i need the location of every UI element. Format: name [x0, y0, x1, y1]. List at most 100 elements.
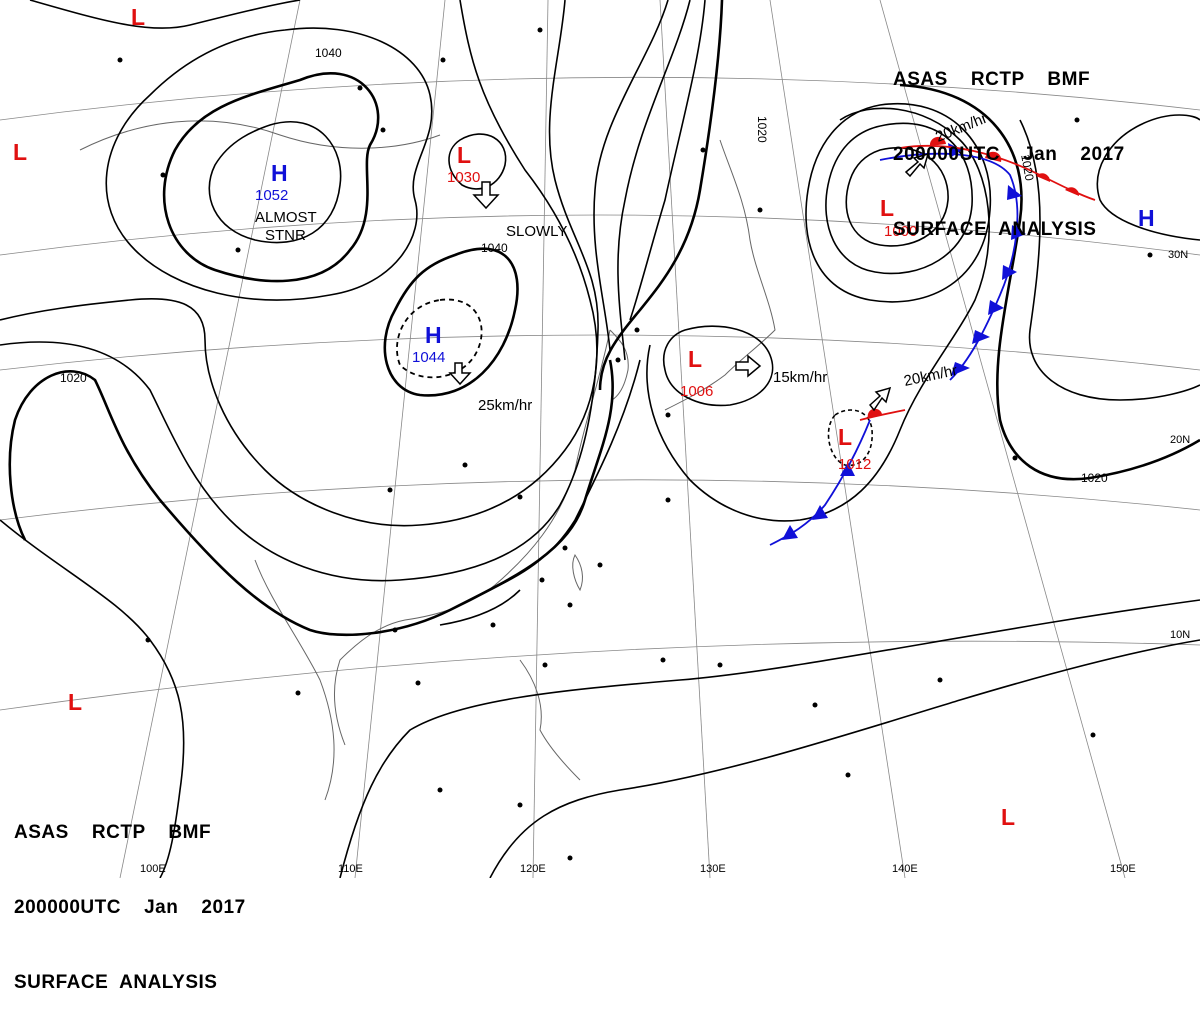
luzon-island	[519, 659, 581, 781]
station-dot	[537, 27, 543, 33]
china-coast	[334, 329, 611, 746]
cold-front-barb	[782, 525, 798, 540]
movement-label: ALMOST	[255, 209, 317, 226]
pressure-centers: H 1052 H 1044 H L 1030 L 1000 L 1006 L 1…	[13, 4, 1155, 830]
isobar	[593, 0, 669, 351]
movement-label: 25km/hr	[478, 397, 532, 414]
cold-front-barb	[840, 462, 855, 476]
station-dot	[462, 462, 468, 468]
isobar-labels: 1040 1040 1020 1020 1020 1020	[60, 46, 1108, 485]
station-dot	[812, 702, 818, 708]
station-dot	[634, 327, 640, 333]
latitude-line	[0, 640, 1200, 711]
station-dot	[235, 247, 241, 253]
isobar-label: 1020	[1018, 153, 1036, 182]
center-pressure: 1052	[255, 187, 288, 204]
isobars	[0, 0, 1200, 878]
station-dot	[567, 855, 573, 861]
latitude-line	[0, 76, 1200, 121]
latitude-labels: 30N 20N 10N	[1168, 249, 1190, 641]
weather-chart: 30N 20N 10N 100E 110E 120E 130E 140E 150…	[0, 0, 1200, 878]
station-dot	[567, 602, 573, 608]
low-pressure-symbol: L	[13, 139, 27, 165]
low-pressure-symbol: L	[131, 4, 145, 30]
warm-front-bump	[929, 136, 946, 146]
station-dot	[1090, 732, 1096, 738]
longitude-line	[769, 0, 906, 878]
isobar	[0, 519, 185, 878]
cold-front-barb	[1011, 225, 1026, 240]
chart-header: ASAS RCTP BMF 200000UTC Jan 2017 SURFACE…	[893, 17, 1125, 267]
longitude-label: 130E	[700, 863, 726, 875]
center-pressure: 1006	[680, 383, 713, 400]
isobar	[339, 599, 1200, 878]
low-pressure-symbol: L	[838, 424, 852, 450]
movement-arrow-icon	[472, 181, 500, 210]
movement-arrow-icon	[448, 362, 472, 386]
station-dot	[145, 637, 151, 643]
taiwan-island	[572, 554, 583, 592]
movement-label: SLOWLY	[506, 223, 567, 240]
station-dot	[1147, 252, 1153, 258]
longitude-line	[119, 0, 301, 878]
isobar-label: 1020	[60, 371, 87, 385]
warm-front-bump	[1036, 173, 1051, 182]
station-dot	[160, 172, 166, 178]
station-dot	[415, 680, 421, 686]
longitude-label: 140E	[892, 863, 918, 875]
station-dot	[757, 207, 763, 213]
isobar-label: 1020	[755, 116, 769, 143]
station-dot	[539, 577, 545, 583]
isobar	[1096, 114, 1200, 241]
cold-front-barb	[1002, 265, 1017, 280]
header-line: SURFACE ANALYSIS	[893, 219, 1097, 240]
isobar-1020	[8, 359, 614, 637]
cold-front-barb	[1007, 185, 1022, 200]
station-dot	[1012, 455, 1018, 461]
warm-front-bumps	[929, 136, 1080, 196]
movement-label: STNR	[265, 227, 306, 244]
high-pressure-symbol: H	[271, 160, 288, 186]
longitude-line	[532, 0, 549, 878]
header-line: ASAS RCTP BMF	[893, 69, 1091, 90]
isobar	[489, 639, 1200, 878]
cold-front-barb	[951, 362, 970, 376]
header-line: 200000UTC Jan 2017	[14, 897, 246, 918]
coastlines	[79, 120, 776, 801]
station-dot	[295, 690, 301, 696]
station-dot	[117, 57, 123, 63]
movement-labels: ALMOST STNR SLOWLY 25km/hr 20km/hr 15km/…	[255, 110, 990, 414]
isobar-1040	[383, 247, 519, 397]
isobar	[208, 121, 342, 244]
station-dot	[392, 627, 398, 633]
movement-label: 15km/hr	[773, 369, 827, 386]
mongolia-border	[79, 120, 441, 151]
station-dot	[437, 787, 443, 793]
indochina-coast	[254, 559, 335, 801]
isobar	[646, 107, 990, 522]
high-pressure-symbol: H	[425, 322, 442, 348]
center-pressure: 1000	[884, 223, 917, 240]
isobar	[845, 147, 949, 247]
isobar-label: 1040	[315, 46, 342, 60]
latitude-label: 30N	[1168, 249, 1188, 261]
low-pressure-symbol: L	[457, 142, 471, 168]
cold-front-barb	[988, 300, 1004, 315]
isobar-label: 1040	[481, 241, 508, 255]
japan-islands	[664, 139, 776, 411]
station-dot	[717, 662, 723, 668]
center-pressure: 1030	[447, 169, 480, 186]
cold-front-barbs	[782, 462, 855, 540]
high-pressure-symbol: H	[1138, 205, 1155, 231]
station-dot	[440, 57, 446, 63]
station-dot	[665, 412, 671, 418]
longitude-label: 110E	[338, 863, 363, 875]
longitude-labels: 100E 110E 120E 130E 140E 150E	[140, 863, 1136, 875]
longitude-label: 150E	[1110, 863, 1136, 875]
movement-arrow-icon	[868, 386, 892, 412]
station-dot	[700, 147, 706, 153]
isobar	[663, 325, 774, 407]
station-dot	[542, 662, 548, 668]
center-pressure: 1044	[412, 349, 445, 366]
warm-front-bump	[867, 408, 882, 418]
